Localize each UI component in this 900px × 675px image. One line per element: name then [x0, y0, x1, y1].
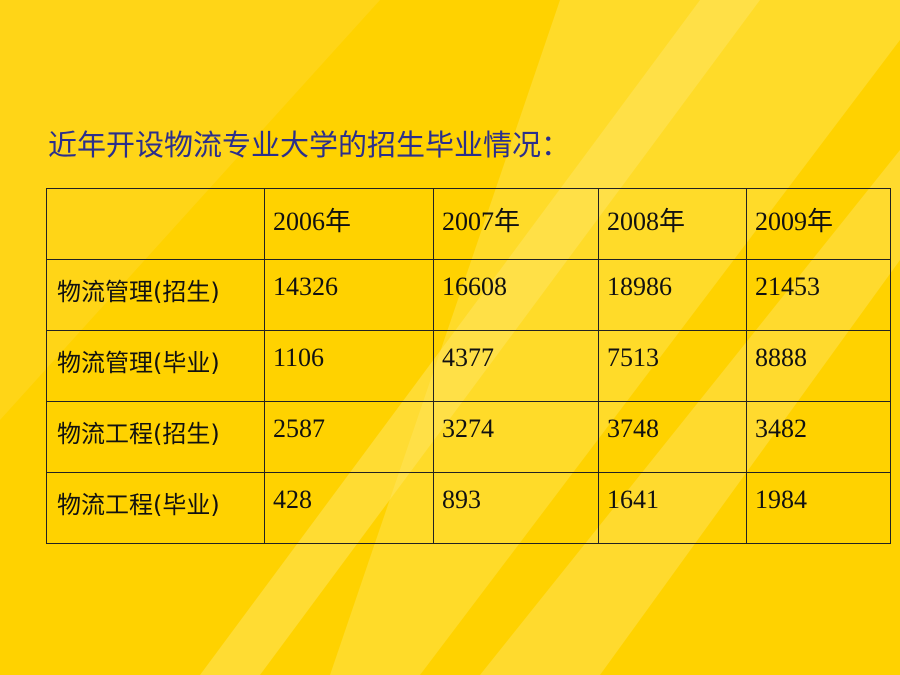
- data-row: 物流工程(招生) 2587 3274 3748 3482: [46, 401, 891, 473]
- value-cell: 1106: [264, 330, 434, 402]
- value-cell: 16608: [433, 259, 599, 331]
- data-row: 物流工程(毕业) 428 893 1641 1984: [46, 472, 891, 544]
- value-cell: 3482: [746, 401, 891, 473]
- value-cell: 3274: [433, 401, 599, 473]
- row-label: 物流工程(招生): [46, 401, 265, 473]
- row-label: 物流管理(毕业): [46, 330, 265, 402]
- row-label: 物流管理(招生): [46, 259, 265, 331]
- value-cell: 8888: [746, 330, 891, 402]
- corner-cell: [46, 188, 265, 260]
- slide-title: 近年开设物流专业大学的招生毕业情况：: [48, 128, 571, 162]
- value-cell: 18986: [598, 259, 747, 331]
- value-cell: 4377: [433, 330, 599, 402]
- row-label: 物流工程(毕业): [46, 472, 265, 544]
- data-row: 物流管理(毕业) 1106 4377 7513 8888: [46, 330, 891, 402]
- header-row: 2006年 2007年 2008年 2009年: [46, 188, 891, 260]
- header-cell: 2008年: [598, 188, 747, 260]
- value-cell: 893: [433, 472, 599, 544]
- data-row: 物流管理(招生) 14326 16608 18986 21453: [46, 259, 891, 331]
- value-cell: 21453: [746, 259, 891, 331]
- value-cell: 7513: [598, 330, 747, 402]
- value-cell: 428: [264, 472, 434, 544]
- data-table: 2006年 2007年 2008年 2009年 物流管理(招生) 14326 16608 18…: [46, 188, 891, 544]
- value-cell: 3748: [598, 401, 747, 473]
- header-cell: 2006年: [264, 188, 434, 260]
- header-cell: 2009年: [746, 188, 891, 260]
- header-cell: 2007年: [433, 188, 599, 260]
- value-cell: 14326: [264, 259, 434, 331]
- value-cell: 2587: [264, 401, 434, 473]
- value-cell: 1984: [746, 472, 891, 544]
- value-cell: 1641: [598, 472, 747, 544]
